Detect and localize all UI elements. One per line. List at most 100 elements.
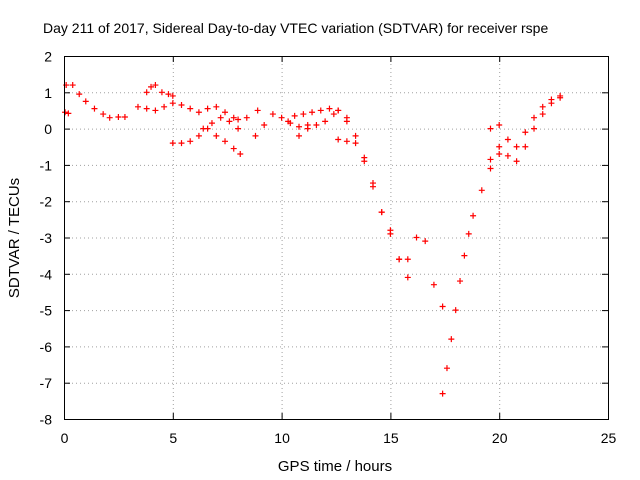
data-point [226,118,233,125]
data-point [396,256,403,263]
data-point [296,123,303,130]
plot-frame [64,56,609,420]
data-point [235,116,242,123]
data-point [335,107,342,114]
y-tick-label: -7 [40,375,53,391]
data-point [291,112,298,119]
data-point [165,91,172,98]
data-point [531,114,538,121]
data-point [487,125,494,132]
data-point [213,132,220,139]
data-point [106,114,113,121]
data-point [200,125,207,132]
data-point [243,114,250,121]
data-point [91,105,98,112]
data-point [465,230,472,237]
data-point [115,113,122,120]
y-tick-label: -4 [40,266,53,282]
data-point [158,89,165,96]
y-tick-label: -5 [40,303,53,319]
data-point [148,83,155,90]
y-axis-label: SDTVAR / TECUs [6,178,23,298]
y-tick-label: 2 [44,49,52,65]
data-point [261,121,268,128]
data-point [522,143,529,150]
data-point [230,145,237,152]
x-tick-label: 0 [61,430,69,446]
data-point [504,136,511,143]
data-point [269,111,276,118]
data-point [413,234,420,241]
data-point [448,336,455,343]
data-point [457,278,464,285]
data-point [178,102,185,109]
data-point [222,138,229,145]
y-tick-label: -2 [40,194,53,210]
data-point [557,94,564,101]
x-tick-label: 10 [274,430,290,446]
data-point [252,132,259,139]
data-point [309,109,316,116]
data-point [187,138,194,145]
data-point [285,118,292,125]
data-point [439,303,446,310]
data-point [378,209,385,216]
data-point [343,138,350,145]
data-point [187,105,194,112]
data-point [178,140,185,147]
data-point [539,103,546,110]
data-point [487,165,494,172]
data-point [513,143,520,150]
data-point [65,110,72,117]
data-point [169,140,176,147]
data-point [461,252,468,259]
data-point [100,111,107,118]
data-point [254,107,261,114]
data-point [278,114,285,121]
data-point [504,152,511,159]
data-point [548,100,555,107]
data-point [422,238,429,245]
y-tick-label: 0 [44,121,52,137]
data-point [452,307,459,314]
data-point [222,109,229,116]
data-point [217,114,224,121]
data-point [404,256,411,263]
data-point [121,113,128,120]
data-point [330,111,337,118]
data-point [317,107,324,114]
data-point [300,111,307,118]
x-tick-label: 5 [169,430,177,446]
data-point [195,132,202,139]
data-point [143,105,150,112]
data-point [404,274,411,281]
data-point [152,107,159,114]
data-point [169,100,176,107]
data-point [326,105,333,112]
data-point [478,187,485,194]
data-point [361,154,368,161]
y-tick-label: 1 [44,85,52,101]
x-tick-label: 25 [601,430,617,446]
data-point [430,281,437,288]
data-point [230,114,237,121]
data-point [322,118,329,125]
x-tick-label: 20 [492,430,508,446]
data-points [62,82,564,397]
y-tick-label: -3 [40,230,53,246]
data-point [496,151,503,158]
x-axis-label: GPS time / hours [278,458,392,475]
data-point [195,109,202,116]
y-tick-label: -6 [40,339,53,355]
data-point [208,120,215,127]
data-point [62,109,69,116]
data-point [143,89,150,96]
data-point [237,151,244,158]
data-point [152,82,159,89]
data-point [387,230,394,237]
data-point [439,390,446,397]
data-point [76,91,83,98]
data-point [82,98,89,105]
data-point [335,136,342,143]
grid [64,56,608,419]
